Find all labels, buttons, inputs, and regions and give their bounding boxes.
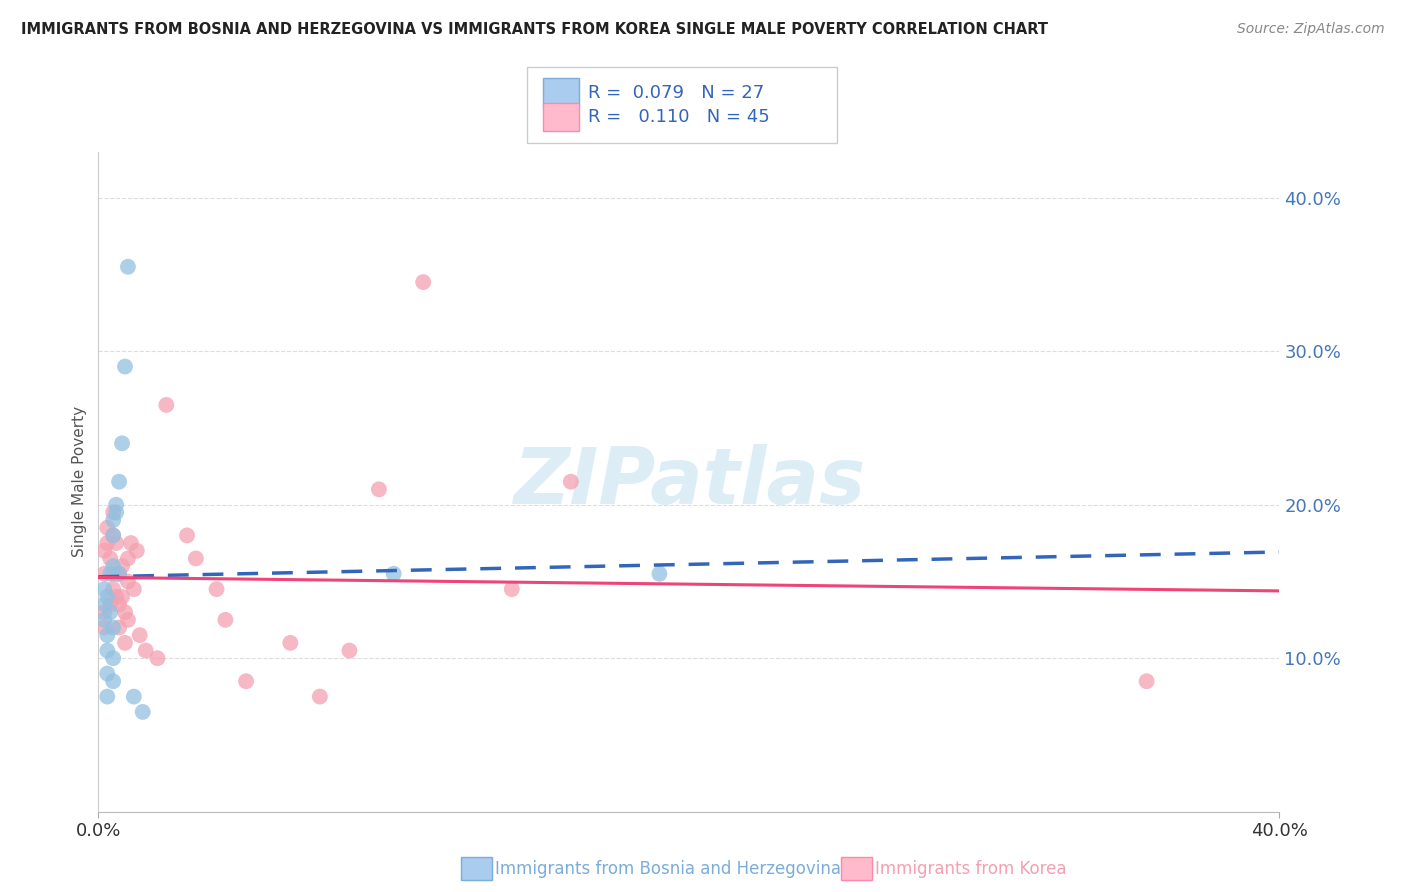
Point (93, 582, 115, 596)
Point (98, 551, 121, 566)
Point (96, 690, 118, 704)
Point (560, 475, 582, 489)
Point (122, 690, 145, 704)
Point (1135, 674, 1157, 689)
Point (103, 651, 125, 665)
Point (93, 598, 115, 612)
Point (412, 275, 434, 289)
Point (117, 551, 139, 566)
Point (103, 528, 125, 542)
Point (93, 566, 115, 581)
Point (108, 566, 131, 581)
Point (96, 536, 118, 550)
Text: Immigrants from Korea: Immigrants from Korea (875, 860, 1066, 878)
Point (93, 605, 115, 619)
Point (93, 543, 115, 558)
Point (96, 643, 118, 657)
Point (368, 483, 391, 497)
Point (205, 582, 228, 596)
Point (105, 536, 128, 550)
Point (98, 598, 121, 612)
Text: Source: ZipAtlas.com: Source: ZipAtlas.com (1237, 22, 1385, 37)
Point (117, 613, 139, 627)
Point (103, 620, 125, 634)
Point (648, 566, 671, 581)
Point (103, 513, 125, 527)
Point (132, 705, 155, 719)
Point (98, 605, 121, 619)
Text: R =  0.079   N = 27: R = 0.079 N = 27 (588, 84, 763, 102)
Point (120, 536, 142, 550)
Point (135, 643, 157, 657)
Point (309, 690, 332, 704)
Point (155, 398, 177, 412)
Point (382, 566, 405, 581)
Point (111, 590, 134, 604)
Point (108, 598, 131, 612)
Point (105, 566, 128, 581)
Point (103, 674, 125, 689)
Point (117, 260, 139, 274)
Text: R =   0.110   N = 45: R = 0.110 N = 45 (588, 108, 769, 126)
Point (103, 566, 125, 581)
Point (111, 436, 134, 450)
Point (114, 636, 136, 650)
Point (108, 620, 131, 634)
Point (278, 636, 302, 650)
Point (105, 498, 128, 512)
Point (105, 590, 128, 604)
Point (176, 528, 198, 542)
Point (103, 505, 125, 519)
Point (105, 505, 128, 519)
Point (114, 605, 136, 619)
Text: IMMIGRANTS FROM BOSNIA AND HERZEGOVINA VS IMMIGRANTS FROM KOREA SINGLE MALE POVE: IMMIGRANTS FROM BOSNIA AND HERZEGOVINA V… (21, 22, 1047, 37)
Point (117, 574, 139, 589)
Point (122, 582, 145, 596)
Point (96, 666, 118, 681)
Point (108, 566, 131, 581)
Y-axis label: Single Male Poverty: Single Male Poverty (72, 406, 87, 558)
Point (98, 566, 121, 581)
Point (501, 582, 523, 596)
Point (93, 620, 115, 634)
Point (128, 628, 150, 642)
Point (103, 559, 125, 574)
Point (103, 528, 125, 542)
Point (111, 559, 134, 574)
Point (103, 582, 125, 596)
Point (184, 551, 207, 566)
Point (96, 521, 118, 535)
Point (339, 643, 360, 657)
Point (108, 475, 131, 489)
Text: Immigrants from Bosnia and Herzegovina: Immigrants from Bosnia and Herzegovina (495, 860, 841, 878)
Point (96, 628, 118, 642)
Point (93, 613, 115, 627)
Point (214, 613, 236, 627)
Point (235, 674, 257, 689)
Text: ZIPatlas: ZIPatlas (513, 443, 865, 520)
Point (125, 543, 148, 558)
Point (114, 359, 136, 374)
Point (146, 651, 169, 665)
Point (96, 590, 118, 604)
